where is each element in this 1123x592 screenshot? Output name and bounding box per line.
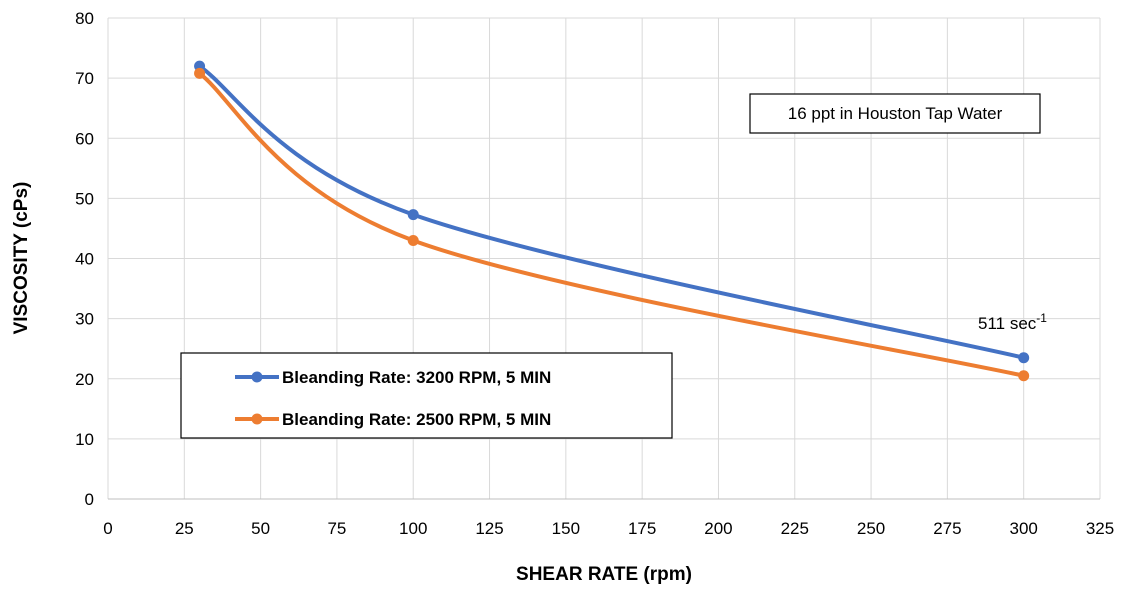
x-tick-labels: 0 25 50 75 100 125 150 175 200 225 250 275 300 325 — [103, 519, 1114, 538]
data-point — [407, 209, 419, 221]
x-tick-label: 200 — [704, 519, 732, 538]
x-tick-label: 75 — [327, 519, 346, 538]
legend: Bleanding Rate: 3200 RPM, 5 MIN Bleanding… — [180, 352, 673, 439]
x-tick-label: 50 — [251, 519, 270, 538]
series-2 — [194, 67, 1030, 382]
point-label-exponent: -1 — [1036, 311, 1047, 325]
y-tick-label: 40 — [75, 250, 94, 269]
x-tick-label: 225 — [781, 519, 809, 538]
y-tick-label: 60 — [75, 129, 94, 148]
point-label-base: 511 sec — [978, 314, 1037, 333]
x-tick-label: 0 — [103, 519, 112, 538]
legend-marker — [251, 371, 263, 383]
y-tick-label: 50 — [75, 189, 94, 208]
x-tick-label: 275 — [933, 519, 961, 538]
y-tick-label: 80 — [75, 9, 94, 28]
x-tick-label: 175 — [628, 519, 656, 538]
x-axis-title: SHEAR RATE (rpm) — [516, 564, 692, 585]
data-point — [194, 67, 206, 79]
legend-item-2: Bleanding Rate: 2500 RPM, 5 MIN — [235, 410, 551, 429]
note-box-text: 16 ppt in Houston Tap Water — [788, 104, 1003, 123]
series-1 — [194, 60, 1030, 364]
legend-label: Bleanding Rate: 3200 RPM, 5 MIN — [282, 368, 551, 387]
x-tick-label: 125 — [475, 519, 503, 538]
data-point — [407, 234, 419, 246]
y-tick-label: 0 — [85, 490, 94, 509]
series-line — [197, 71, 1026, 378]
legend-item-1: Bleanding Rate: 3200 RPM, 5 MIN — [235, 368, 551, 387]
y-tick-labels: 0 10 20 30 40 50 60 70 80 — [75, 9, 94, 509]
x-tick-label: 325 — [1086, 519, 1114, 538]
data-point — [1018, 352, 1030, 364]
y-tick-label: 10 — [75, 430, 94, 449]
x-tick-label: 100 — [399, 519, 427, 538]
legend-marker — [251, 413, 263, 425]
note-box: 16 ppt in Houston Tap Water — [749, 93, 1041, 134]
y-axis-title: VISCOSITY (cPs) — [11, 182, 32, 335]
series-line — [197, 64, 1026, 360]
x-tick-label: 250 — [857, 519, 885, 538]
series-lines — [194, 60, 1030, 382]
data-point — [1018, 370, 1030, 382]
y-tick-label: 20 — [75, 370, 94, 389]
x-tick-label: 25 — [175, 519, 194, 538]
legend-label: Bleanding Rate: 2500 RPM, 5 MIN — [282, 410, 551, 429]
point-label-511: 511 sec-1 — [978, 311, 1047, 333]
y-tick-label: 70 — [75, 69, 94, 88]
y-tick-label: 30 — [75, 310, 94, 329]
x-tick-label: 300 — [1010, 519, 1038, 538]
x-tick-label: 150 — [552, 519, 580, 538]
